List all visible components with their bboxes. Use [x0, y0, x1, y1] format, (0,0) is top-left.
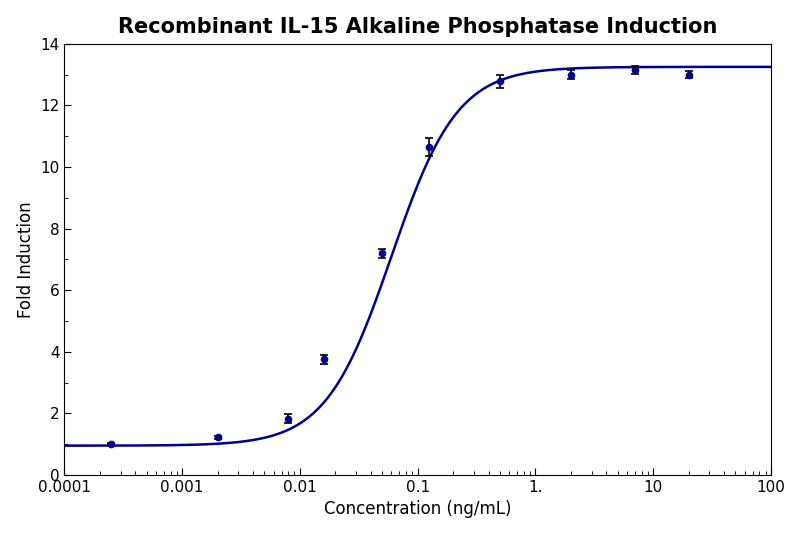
- X-axis label: Concentration (ng/mL): Concentration (ng/mL): [324, 500, 512, 518]
- Y-axis label: Fold Induction: Fold Induction: [17, 201, 34, 318]
- Title: Recombinant IL-15 Alkaline Phosphatase Induction: Recombinant IL-15 Alkaline Phosphatase I…: [118, 17, 717, 37]
